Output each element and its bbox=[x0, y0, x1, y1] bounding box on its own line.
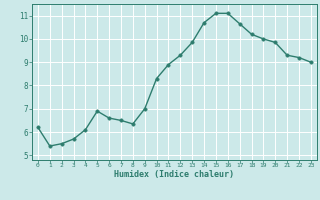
X-axis label: Humidex (Indice chaleur): Humidex (Indice chaleur) bbox=[115, 170, 234, 179]
